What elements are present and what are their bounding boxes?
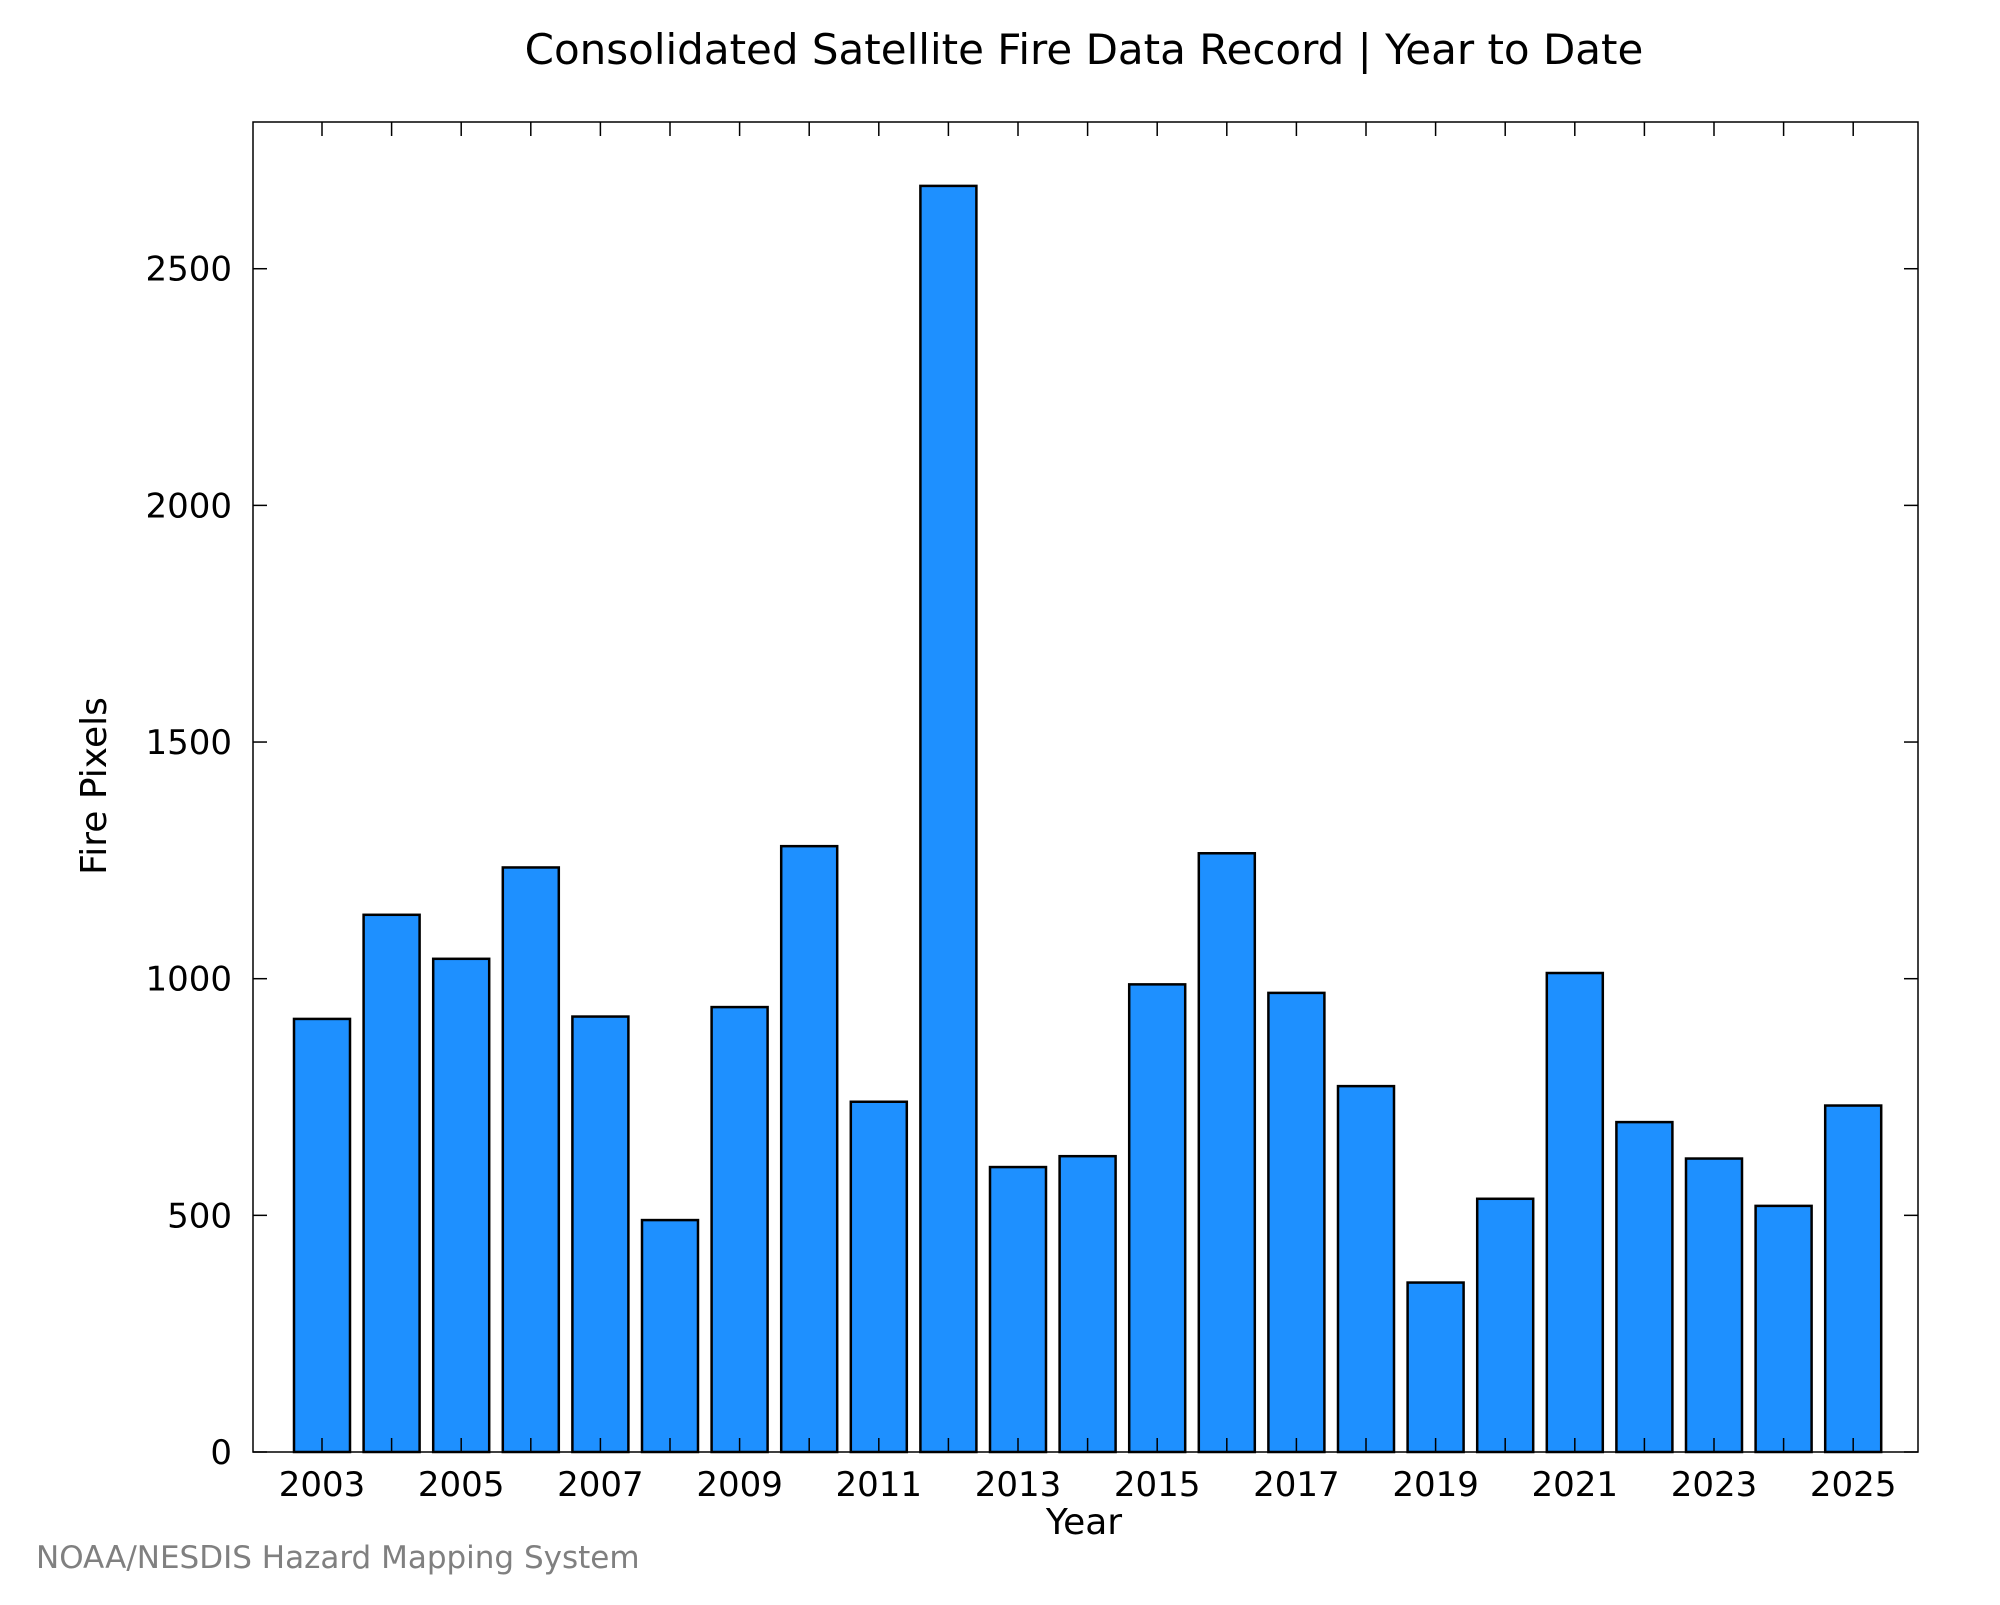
bar-2007 <box>571 1015 630 1454</box>
x-tick-label-2007: 2007 <box>557 1465 644 1505</box>
x-tick-label-2019: 2019 <box>1392 1465 1479 1505</box>
bar-2006 <box>501 866 561 1454</box>
x-tick-label-2011: 2011 <box>836 1465 923 1505</box>
bar-2014 <box>1058 1154 1117 1454</box>
y-tick-label-2000: 2000 <box>145 486 232 526</box>
bar-2021 <box>1545 971 1605 1454</box>
y-tick-label-1000: 1000 <box>145 960 232 1000</box>
bar-2017 <box>1267 991 1326 1454</box>
x-tick-label-2015: 2015 <box>1114 1465 1201 1505</box>
bar-2013 <box>988 1165 1048 1454</box>
bar-2005 <box>431 957 491 1454</box>
bar-2011 <box>849 1100 909 1454</box>
bar-2012 <box>919 184 978 1454</box>
bar-2003 <box>292 1017 352 1454</box>
ticks-layer: 2003 2005 2007 2009 2011 2013 2015 2017 2019 2021… <box>145 122 1918 1505</box>
y-tick-label-0: 0 <box>210 1433 232 1473</box>
bar-2019 <box>1406 1281 1465 1454</box>
bar-2025 <box>1823 1104 1883 1454</box>
footer-credit: NOAA/NESDIS Hazard Mapping System <box>36 1540 640 1576</box>
x-tick-label-2017: 2017 <box>1253 1465 1340 1505</box>
x-tick-label-2025: 2025 <box>1810 1465 1897 1505</box>
bar-2008 <box>640 1218 700 1454</box>
y-tick-label-500: 500 <box>167 1196 232 1236</box>
bar-2020 <box>1475 1197 1535 1454</box>
bar-2022 <box>1615 1120 1674 1454</box>
chart-title: Consolidated Satellite Fire Data Record … <box>525 25 1644 74</box>
x-axis-label: Year <box>1045 1502 1122 1543</box>
bar-2018 <box>1336 1084 1396 1454</box>
bar-2010 <box>779 844 839 1454</box>
bars-layer <box>292 184 1883 1454</box>
y-tick-label-1500: 1500 <box>145 723 232 763</box>
y-axis-label: Fire Pixels <box>74 697 115 875</box>
y-tick-label-2500: 2500 <box>145 250 232 290</box>
bar-2016 <box>1197 852 1257 1454</box>
bar-2024 <box>1754 1204 1813 1454</box>
x-tick-label-2021: 2021 <box>1532 1465 1619 1505</box>
bar-2015 <box>1127 983 1187 1454</box>
bar-2023 <box>1684 1157 1744 1454</box>
bar-2004 <box>362 913 421 1454</box>
x-tick-label-2005: 2005 <box>418 1465 505 1505</box>
x-tick-label-2003: 2003 <box>279 1465 366 1505</box>
x-tick-label-2013: 2013 <box>975 1465 1062 1505</box>
bar-2009 <box>710 1005 769 1454</box>
x-tick-label-2009: 2009 <box>696 1465 783 1505</box>
x-tick-label-2023: 2023 <box>1671 1465 1758 1505</box>
